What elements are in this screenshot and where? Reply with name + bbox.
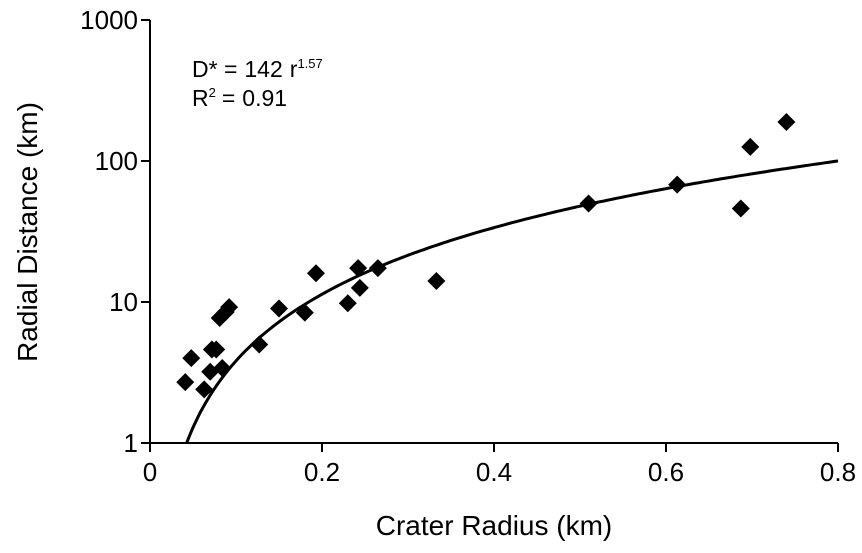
fit-curve: [185, 159, 839, 444]
data-point: [250, 335, 269, 354]
data-point: [731, 199, 750, 218]
data-point: [207, 340, 226, 359]
data-point: [368, 259, 387, 278]
data-point: [306, 264, 325, 283]
x-axis-label: Crater Radius (km): [376, 510, 612, 541]
data-point: [579, 194, 598, 213]
data-point: [427, 271, 446, 290]
x-tick-label: 0.2: [304, 457, 340, 487]
y-tick-label: 1: [124, 428, 138, 458]
equation-prefix: D* =: [192, 56, 237, 82]
data-point: [220, 298, 239, 317]
y-tick-label: 1000: [80, 5, 138, 35]
data-point: [176, 373, 195, 392]
data-point: [213, 359, 232, 378]
data-point: [349, 259, 368, 278]
data-point: [741, 137, 760, 156]
r-label: R: [192, 85, 209, 111]
x-tick-label: 0.6: [648, 457, 684, 487]
r-power: 2: [209, 85, 216, 100]
r-squared: R2 = 0.91: [192, 85, 287, 111]
data-point: [777, 113, 796, 132]
equals: =: [222, 85, 235, 111]
fit-equation: D* = 142 r1.57: [192, 56, 323, 82]
exponent: 1.57: [297, 56, 322, 71]
x-tick-label: 0.4: [476, 457, 512, 487]
data-point: [338, 294, 357, 313]
data-point: [195, 380, 214, 399]
data-point: [182, 349, 201, 368]
variable: r: [290, 56, 298, 82]
y-axis-label: Radial Distance (km): [12, 102, 43, 362]
x-tick-label: 0.8: [820, 457, 856, 487]
data-point: [270, 299, 288, 318]
y-tick-label: 10: [109, 287, 138, 317]
data-point: [350, 278, 369, 297]
data-point: [668, 175, 687, 194]
r-value: 0.91: [242, 85, 287, 111]
data-point: [295, 303, 314, 322]
coefficient: 142: [244, 56, 282, 82]
x-tick-label: 0: [143, 457, 157, 487]
y-tick-label: 100: [95, 146, 138, 176]
